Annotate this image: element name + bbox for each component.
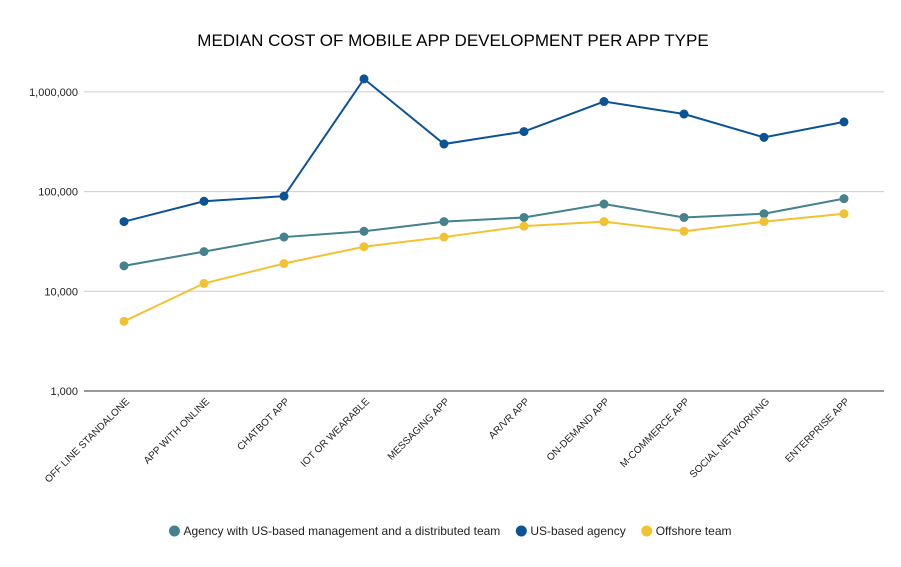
data-point [439,139,449,149]
x-tick-label: SOCIAL NETWORKING [688,396,772,480]
x-tick-label: APP WITH ONLINE [142,396,212,466]
data-point [199,247,209,257]
data-point [599,217,609,227]
data-point [759,209,769,219]
data-point [439,217,449,227]
series-line [123,212,845,323]
data-point [199,196,209,206]
x-tick-label: MESSAGING APP [386,396,453,463]
data-point [759,132,769,142]
data-point [839,194,849,204]
chart-title: MEDIAN COST OF MOBILE APP DEVELOPMENT PE… [197,31,708,50]
legend-marker [515,525,527,537]
legend-label: Offshore team [656,524,732,538]
x-tick-label: ON-DEMAND APP [545,396,612,463]
data-point [279,259,289,269]
data-point [519,127,529,137]
series-2 [119,209,849,326]
data-point [519,212,529,222]
legend-label: Agency with US-based management and a di… [183,524,500,538]
legend-marker [168,525,180,537]
x-tick-label: M-COMMERCE APP [618,396,692,470]
y-tick-label: 100,000 [38,187,78,199]
data-point [119,217,129,227]
x-tick-label: IOT OR WEARABLE [299,396,372,469]
data-point [599,97,609,107]
data-point [839,209,849,219]
data-point [439,232,449,242]
y-tick-label: 10,000 [44,286,78,298]
data-point [359,74,369,84]
legend-marker [641,525,653,537]
data-point [279,191,289,201]
series-1 [119,74,849,227]
data-point [519,221,529,231]
series-0 [119,194,849,271]
data-point [679,226,689,236]
data-point [119,316,129,326]
data-point [599,199,609,209]
data-point [759,217,769,227]
data-point [839,117,849,127]
data-point [359,242,369,252]
series-line [123,77,845,223]
legend-label: US-based agency [530,524,625,538]
x-tick-label: OFF LINE STANDALONE [43,396,132,485]
series-line [123,197,845,267]
data-point [199,278,209,288]
data-point [679,212,689,222]
x-tick-label: ENTERPRISE APP [783,396,852,465]
data-point [359,226,369,236]
data-point [679,109,689,119]
y-tick-label: 1,000 [50,386,78,398]
data-point [119,261,129,271]
y-tick-label: 1,000,000 [29,87,78,99]
x-tick-label: AR/VR APP [487,396,532,441]
x-tick-label: CHATBOT APP [235,396,292,453]
data-point [279,232,289,242]
